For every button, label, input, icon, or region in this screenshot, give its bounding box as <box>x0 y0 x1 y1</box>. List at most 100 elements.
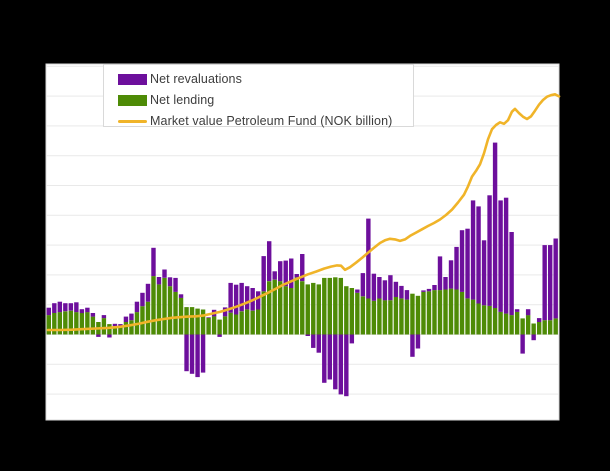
net-lending-bar <box>536 322 542 335</box>
net-lending-bar <box>90 316 96 335</box>
net-revaluations-bar <box>272 271 277 280</box>
net-revaluations-bar <box>107 334 112 338</box>
net-lending-bar <box>244 309 250 335</box>
net-lending-bar <box>443 289 448 335</box>
net-lending-bar <box>79 313 85 335</box>
net-lending-bar <box>492 308 498 335</box>
net-revaluations-bar <box>388 275 393 301</box>
net-lending-bar <box>459 291 465 335</box>
net-lending-bar <box>327 277 332 335</box>
net-lending-bar <box>228 312 233 335</box>
net-lending-bar <box>393 297 399 335</box>
net-revaluations-bar <box>547 245 553 321</box>
net-lending-bar <box>118 325 123 335</box>
net-lending-bar <box>289 288 294 335</box>
net-lending-bar <box>250 310 255 335</box>
net-revaluations-bar <box>233 284 239 315</box>
net-lending-bar <box>195 308 200 335</box>
net-revaluations-bar <box>294 274 299 278</box>
net-lending-bar <box>421 291 426 335</box>
net-revaluations-bar <box>101 315 107 319</box>
legend-item-net-lending: Net lending <box>118 92 413 109</box>
net-lending-bar <box>129 320 134 335</box>
net-revaluations-bar <box>118 324 123 326</box>
net-lending-bar <box>206 317 211 335</box>
net-revaluations-bar <box>338 334 344 395</box>
net-revaluations-bar <box>525 309 531 316</box>
net-lending-bar <box>145 301 151 335</box>
net-lending-bar <box>437 290 443 335</box>
net-lending-bar <box>498 311 503 335</box>
net-revaluations-bar <box>57 301 63 313</box>
net-revaluations-bar <box>492 142 498 308</box>
net-revaluations-bar <box>410 334 415 357</box>
net-lending-bar <box>46 315 52 335</box>
net-lending-bar <box>316 284 321 335</box>
net-revaluations-bar <box>278 261 283 282</box>
net-lending-bar <box>415 295 421 335</box>
net-lending-bar <box>217 319 222 335</box>
net-revaluations-bar <box>68 303 74 311</box>
net-revaluations-bar <box>476 206 481 304</box>
net-lending-bar <box>239 311 244 335</box>
legend-label-net-revaluations: Net revaluations <box>150 72 242 86</box>
net-revaluations-bar <box>178 294 184 298</box>
net-revaluations-bar <box>129 313 134 321</box>
net-revaluations-swatch-icon <box>118 74 147 85</box>
net-revaluations-bar <box>266 241 272 282</box>
net-lending-bar <box>465 298 470 335</box>
net-revaluations-bar <box>393 281 399 297</box>
net-revaluations-bar <box>382 280 388 301</box>
net-lending-bar <box>123 322 129 335</box>
net-revaluations-bar <box>123 316 129 322</box>
net-revaluations-bar <box>448 260 454 289</box>
net-revaluations-bar <box>443 277 448 290</box>
bars-group <box>46 142 558 397</box>
net-lending-bar <box>322 277 327 335</box>
net-lending-bar <box>360 296 366 335</box>
net-lending-bar <box>294 277 299 335</box>
net-lending-bar <box>300 281 305 335</box>
net-lending-bar <box>476 303 481 335</box>
net-revaluations-bar <box>90 313 96 317</box>
net-revaluations-bar <box>542 245 547 321</box>
net-revaluations-bar <box>481 240 487 306</box>
net-lending-bar <box>531 323 536 335</box>
net-lending-bar <box>454 289 459 335</box>
legend-label-net-lending: Net lending <box>150 93 215 107</box>
net-lending-bar <box>366 298 371 335</box>
net-revaluations-bar <box>509 232 514 316</box>
net-revaluations-bar <box>217 334 222 337</box>
net-revaluations-bar <box>437 256 443 291</box>
net-revaluations-bar <box>239 282 244 312</box>
net-revaluations-bar <box>426 288 432 292</box>
net-revaluations-bar <box>531 334 536 341</box>
net-lending-bar <box>74 312 79 335</box>
net-revaluations-bar <box>536 318 542 322</box>
market-value-line-swatch-icon <box>118 120 147 123</box>
net-lending-bar <box>255 309 261 335</box>
net-lending-bar <box>200 309 206 335</box>
net-revaluations-bar <box>167 277 173 287</box>
net-revaluations-bar <box>415 334 421 349</box>
net-lending-bar <box>107 324 112 335</box>
net-lending-bar <box>487 305 492 335</box>
net-revaluations-bar <box>244 286 250 310</box>
net-lending-bar <box>333 277 338 335</box>
net-lending-bar <box>432 290 437 335</box>
net-lending-bar <box>525 315 531 335</box>
net-lending-bar <box>481 305 487 335</box>
net-lending-bar <box>283 286 288 335</box>
net-lending-bar <box>338 277 344 335</box>
net-revaluations-bar <box>173 277 178 292</box>
net-lending-bar <box>52 313 57 335</box>
net-lending-bar <box>140 306 145 335</box>
net-revaluations-bar <box>156 277 162 285</box>
net-revaluations-bar <box>344 334 349 397</box>
net-revaluations-bar <box>349 334 355 344</box>
net-revaluations-bar <box>300 254 305 282</box>
net-lending-bar <box>470 299 476 335</box>
net-revaluations-bar <box>255 291 261 310</box>
legend-item-net-revaluations: Net revaluations <box>118 71 413 88</box>
